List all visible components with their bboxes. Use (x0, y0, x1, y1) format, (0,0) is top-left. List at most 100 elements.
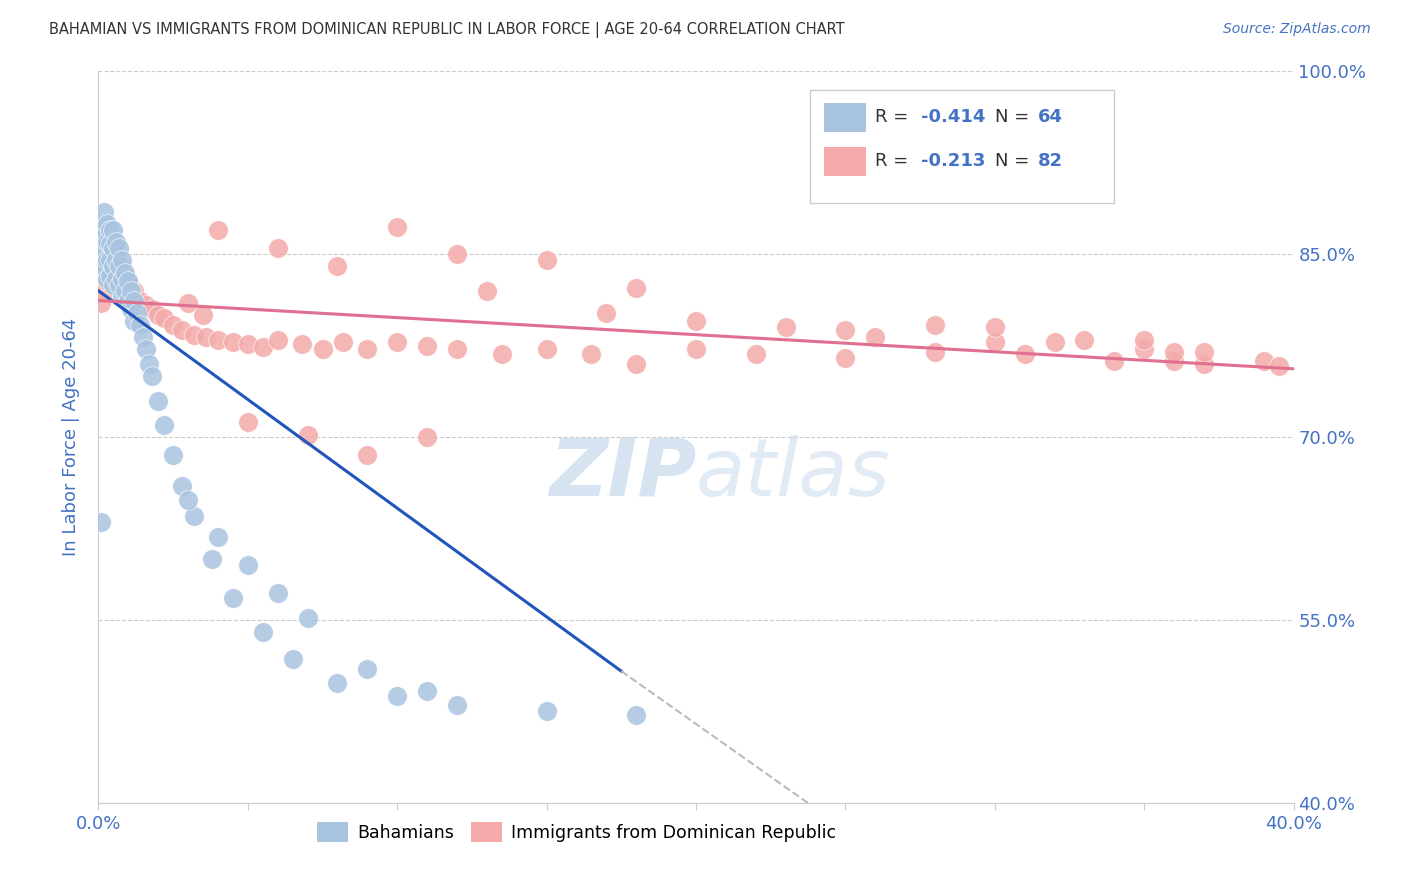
Point (177, 493, 200, 508)
Point (685, 314, 707, 328)
Point (595, 306, 617, 320)
Bar (824, 103, 866, 132)
Point (626, 708, 648, 723)
Point (207, 223, 229, 237)
Point (153, 310, 176, 325)
Text: atlas: atlas (696, 434, 891, 513)
Point (132, 330, 155, 344)
Point (177, 296, 200, 310)
Point (267, 241, 290, 255)
Point (93, 260, 115, 274)
Text: R =: R = (876, 153, 914, 170)
Point (626, 357, 648, 371)
Point (148, 393, 170, 408)
Point (103, 260, 125, 274)
Point (93, 241, 115, 255)
Point (111, 271, 134, 285)
Text: Source: ZipAtlas.com: Source: ZipAtlas.com (1223, 22, 1371, 37)
Point (281, 652, 304, 666)
Point (491, 347, 513, 361)
Point (984, 334, 1007, 349)
Point (105, 253, 128, 268)
Point (162, 448, 184, 462)
Text: R =: R = (876, 109, 914, 127)
Point (124, 284, 146, 298)
Text: 64: 64 (1038, 109, 1063, 127)
Point (114, 266, 136, 280)
Point (90, 223, 112, 237)
Point (183, 327, 205, 342)
Point (536, 253, 558, 268)
Point (105, 271, 128, 285)
Point (90, 516, 112, 530)
Text: -0.213: -0.213 (921, 153, 986, 170)
Point (103, 241, 125, 255)
Point (356, 343, 378, 357)
Point (135, 343, 157, 357)
Point (267, 333, 290, 347)
Point (1133, 333, 1156, 347)
Text: ZIP: ZIP (548, 434, 696, 513)
Point (332, 334, 354, 349)
Point (1104, 354, 1126, 368)
Point (120, 284, 142, 298)
Point (834, 351, 856, 365)
FancyBboxPatch shape (810, 90, 1115, 203)
Point (195, 330, 218, 344)
Point (117, 274, 139, 288)
Point (90, 296, 112, 310)
Point (98, 253, 122, 268)
Point (117, 286, 139, 301)
Point (96, 235, 118, 249)
Point (475, 284, 498, 298)
Point (236, 337, 259, 351)
Point (138, 357, 160, 371)
Point (446, 247, 468, 261)
Point (98, 237, 122, 252)
Point (127, 306, 149, 320)
Point (1133, 343, 1156, 357)
Point (98, 269, 122, 284)
Point (984, 320, 1007, 334)
Point (745, 347, 768, 361)
Point (356, 662, 378, 676)
Point (90, 260, 112, 274)
Point (191, 308, 214, 322)
Point (236, 416, 259, 430)
Point (1043, 334, 1066, 349)
Point (141, 369, 163, 384)
Point (172, 479, 194, 493)
Point (416, 430, 439, 444)
Point (924, 344, 946, 359)
Point (103, 250, 125, 264)
Point (135, 298, 157, 312)
Text: -0.414: -0.414 (921, 109, 986, 127)
Point (311, 343, 333, 357)
Point (267, 586, 290, 600)
Point (114, 284, 136, 298)
Point (685, 343, 707, 357)
Point (291, 337, 314, 351)
Point (326, 260, 349, 274)
Point (252, 340, 274, 354)
Point (1163, 344, 1185, 359)
Point (117, 274, 139, 288)
Point (222, 334, 245, 349)
Point (865, 330, 887, 344)
Point (385, 334, 409, 349)
Point (183, 509, 205, 524)
Point (108, 261, 131, 276)
Text: BAHAMIAN VS IMMIGRANTS FROM DOMINICAN REPUBLIC IN LABOR FORCE | AGE 20-64 CORREL: BAHAMIAN VS IMMIGRANTS FROM DOMINICAN RE… (49, 22, 845, 38)
Point (111, 260, 134, 274)
Point (93, 271, 115, 285)
Point (129, 318, 152, 332)
Y-axis label: In Labor Force | Age 20-64: In Labor Force | Age 20-64 (62, 318, 80, 557)
Point (162, 318, 184, 332)
Point (1073, 333, 1095, 347)
Point (98, 253, 122, 268)
Point (96, 217, 118, 231)
Point (98, 223, 122, 237)
Point (207, 333, 229, 347)
Point (103, 266, 125, 280)
Point (111, 277, 134, 292)
